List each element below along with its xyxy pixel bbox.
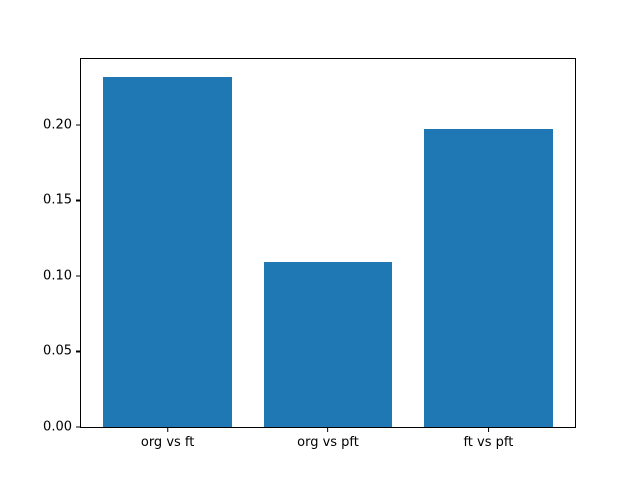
x-tick-label: ft vs pft [463, 435, 514, 450]
y-tick: 0.05 [43, 345, 81, 358]
y-tick-label: 0.15 [43, 192, 72, 208]
x-tick-mark [167, 427, 169, 432]
bar-org-vs-pft [263, 262, 393, 427]
y-tick-label: 0.20 [43, 117, 72, 133]
y-tick: 0.15 [43, 194, 81, 207]
y-tick-mark [76, 426, 81, 428]
y-tick-mark [76, 275, 81, 277]
y-tick-label: 0.10 [43, 268, 72, 284]
x-tick-label: org vs pft [297, 435, 359, 450]
axes-frame: 0.00 0.05 0.10 0.15 0.20 org vs ft org vs pft… [43, 58, 576, 449]
bar-ft-vs-pft [424, 129, 553, 427]
x-tick: org vs pft [297, 427, 359, 449]
x-tick-mark [327, 427, 329, 432]
y-tick-label: 0.00 [43, 419, 72, 435]
y-tick-mark [76, 199, 81, 201]
y-tick-mark [76, 124, 81, 126]
x-tick-label: org vs ft [140, 435, 195, 450]
x-tick-mark [487, 427, 489, 432]
y-tick-mark [76, 350, 81, 353]
y-tick: 0.10 [43, 269, 81, 282]
x-tick: ft vs pft [463, 427, 513, 449]
x-tick: org vs ft [140, 427, 195, 450]
bar-org-vs-ft [103, 76, 232, 427]
y-tick: 0.00 [43, 421, 81, 434]
y-tick: 0.20 [43, 118, 81, 131]
y-tick-label: 0.05 [43, 343, 72, 359]
plot-area [81, 59, 575, 427]
